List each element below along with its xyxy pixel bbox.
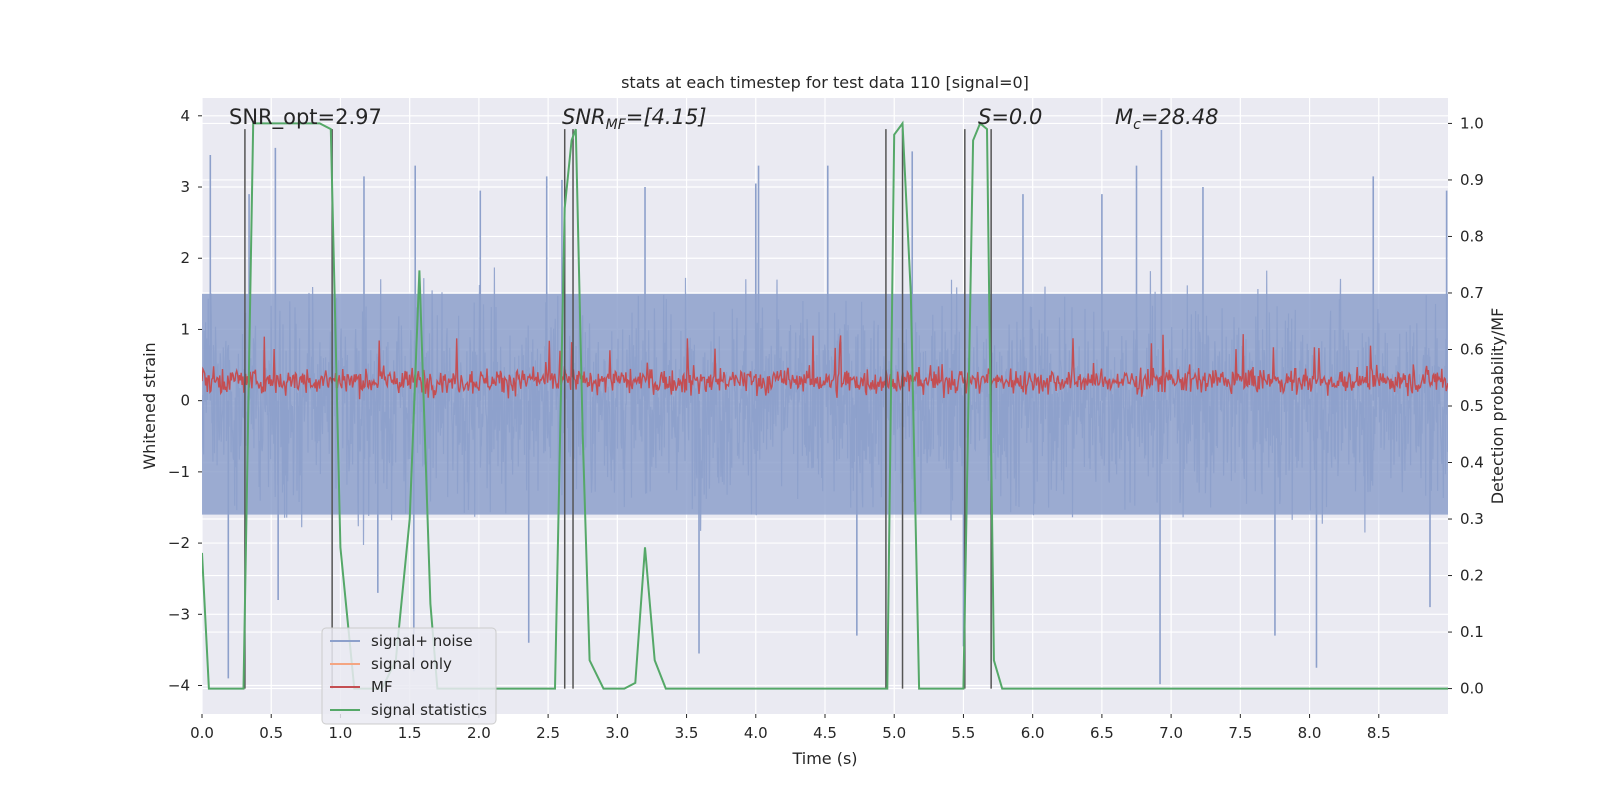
y-tick-label: −4 (168, 677, 190, 695)
signal-statistics-series (202, 120, 1448, 690)
legend-entry-signal-statistics: signal statistics (371, 701, 487, 719)
y-axis-ticks: 4 3 2 1 0 −1 −2 −3 −4 (168, 107, 202, 695)
x-tick-label: 6.5 (1090, 724, 1114, 742)
x-tick-label: 1.5 (398, 724, 422, 742)
y2-tick-label: 0.8 (1460, 227, 1484, 245)
x-axis-label: Time (s) (791, 749, 857, 768)
annotation-s: S=0.0 (978, 105, 1042, 129)
x-tick-label: 7.5 (1228, 724, 1252, 742)
x-tick-label: 8.5 (1367, 724, 1391, 742)
x-tick-label: 8.0 (1298, 724, 1322, 742)
x-tick-label: 2.5 (536, 724, 560, 742)
y2-tick-label: 0.5 (1460, 397, 1484, 415)
legend-entry-noise: signal+ noise (371, 632, 473, 650)
y2-tick-label: 0.7 (1460, 284, 1484, 302)
legend-entry-signal-only: signal only (371, 655, 452, 673)
y2-axis-ticks: 1.0 0.9 0.8 0.7 0.6 0.5 0.4 0.3 0.2 0.1 0.0 (1448, 114, 1484, 698)
y2-tick-label: 0.0 (1460, 680, 1484, 698)
x-tick-label: 3.5 (675, 724, 699, 742)
x-tick-label: 3.0 (605, 724, 629, 742)
legend: signal+ noise signal only MF signal stat… (321, 627, 497, 725)
y-axis-label: Whitened strain (140, 342, 159, 469)
y2-tick-label: 0.3 (1460, 510, 1484, 528)
x-tick-label: 0.0 (190, 724, 214, 742)
annotation-snr-opt: SNR_opt=2.97 (229, 105, 382, 130)
x-tick-label: 7.0 (1159, 724, 1183, 742)
mf-series (202, 334, 1448, 400)
x-tick-label: 1.0 (329, 724, 353, 742)
y-tick-label: 0 (180, 392, 190, 410)
chart-title: stats at each timestep for test data 110… (621, 73, 1029, 92)
legend-entry-mf: MF (371, 678, 393, 696)
x-tick-label: 5.5 (952, 724, 976, 742)
y-tick-label: −2 (168, 534, 190, 552)
x-tick-label: 5.0 (882, 724, 906, 742)
y2-tick-label: 0.6 (1460, 340, 1484, 358)
y-tick-label: 1 (180, 320, 190, 338)
signal-statistics-line (202, 120, 1448, 690)
y-tick-label: −3 (168, 605, 190, 623)
annotation-mc: Mc=28.48 (1115, 105, 1219, 133)
x-axis-ticks: 0.0 0.5 1.0 1.5 2.0 2.5 3.0 3.5 4.0 4.5 5.0 5.5 6.0 6… (190, 714, 1391, 742)
mf-line (202, 334, 1448, 400)
y-tick-label: 2 (180, 249, 190, 267)
annotation-snr-mf: SNRMF=[4.15] (562, 105, 707, 133)
y-tick-label: 4 (180, 107, 190, 125)
y2-tick-label: 0.2 (1460, 567, 1484, 585)
y2-tick-label: 0.1 (1460, 623, 1484, 641)
legend-box (321, 627, 497, 725)
x-tick-label: 0.5 (259, 724, 283, 742)
y2-tick-label: 0.4 (1460, 454, 1484, 472)
noise-dense-band (202, 293, 1448, 515)
y2-axis-label: Detection probability/MF (1488, 308, 1507, 505)
y2-tick-label: 0.9 (1460, 171, 1484, 189)
y-tick-label: 3 (180, 178, 190, 196)
noise-series (202, 130, 1448, 685)
y-tick-label: −1 (168, 463, 190, 481)
x-tick-label: 4.0 (744, 724, 768, 742)
x-tick-label: 4.5 (813, 724, 837, 742)
x-tick-label: 6.0 (1021, 724, 1045, 742)
y2-tick-label: 1.0 (1460, 114, 1484, 132)
x-tick-label: 2.0 (467, 724, 491, 742)
